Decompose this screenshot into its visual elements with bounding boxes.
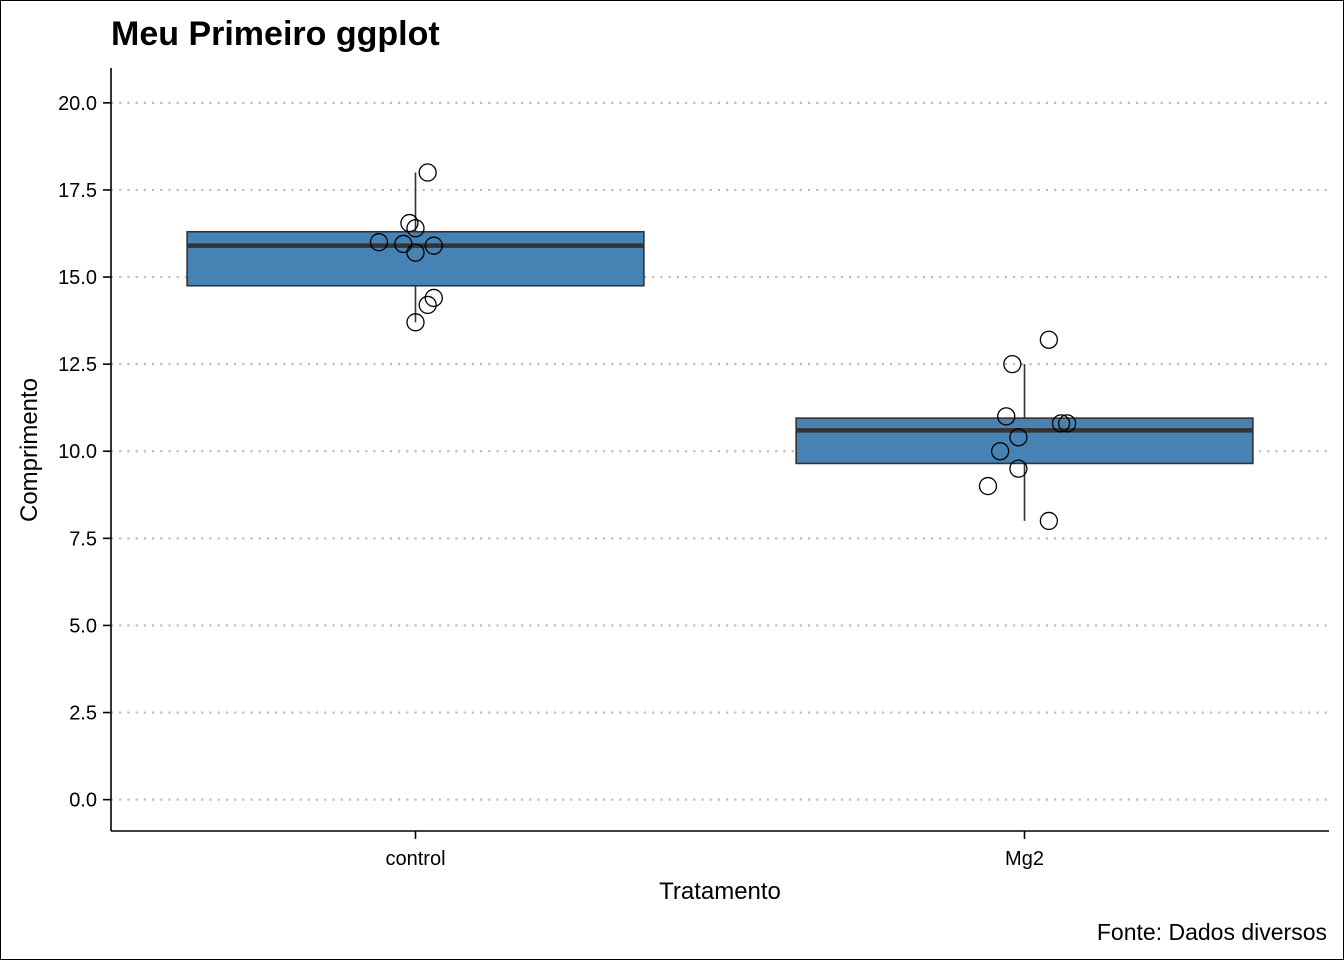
boxes bbox=[186, 172, 1254, 521]
axis-ticks: 0.0 2.5 5.0 7.5 10.0 12.5 15.0 17.5 20.0 control M… bbox=[58, 93, 1044, 870]
chart-caption: Fonte: Dados diversos bbox=[1097, 919, 1327, 945]
data-point bbox=[1003, 354, 1022, 374]
data-point bbox=[1039, 330, 1059, 349]
y-tick-label: 0.0 bbox=[69, 790, 97, 812]
y-tick-label: 7.5 bbox=[69, 528, 97, 550]
x-tick-label: control bbox=[385, 848, 445, 870]
box-control bbox=[186, 230, 645, 287]
y-tick-label: 2.5 bbox=[69, 703, 97, 725]
data-point bbox=[990, 442, 1010, 461]
axes bbox=[110, 68, 1329, 832]
data-point bbox=[1009, 428, 1028, 447]
data-point bbox=[369, 233, 389, 252]
y-tick-label: 15.0 bbox=[58, 267, 97, 289]
data-point bbox=[424, 236, 443, 255]
grid-lines bbox=[111, 101, 1329, 801]
data-point bbox=[400, 213, 419, 233]
data-point bbox=[406, 219, 425, 238]
data-point bbox=[406, 313, 425, 332]
data-point bbox=[424, 288, 443, 308]
y-tick-label: 17.5 bbox=[58, 180, 97, 202]
x-axis-title: Tratamento bbox=[659, 878, 781, 905]
chart-title: Meu Primeiro ggplot bbox=[111, 15, 440, 53]
data-point bbox=[978, 476, 998, 496]
y-tick-label: 5.0 bbox=[69, 615, 97, 637]
y-tick-label: 10.0 bbox=[58, 441, 97, 463]
data-point bbox=[997, 407, 1016, 426]
y-tick-label: 12.5 bbox=[58, 354, 97, 376]
y-axis-title: Comprimento bbox=[16, 378, 43, 522]
data-point bbox=[418, 163, 437, 182]
data-point bbox=[1009, 459, 1028, 478]
y-tick-label: 20.0 bbox=[58, 93, 97, 115]
box-Mg2 bbox=[795, 417, 1254, 465]
x-tick-label: Mg2 bbox=[1005, 848, 1044, 870]
data-point bbox=[406, 243, 425, 262]
data-point bbox=[418, 295, 437, 315]
data-point bbox=[1039, 511, 1059, 531]
data-points bbox=[369, 163, 1077, 531]
data-point bbox=[394, 234, 413, 254]
data-point bbox=[1057, 414, 1077, 433]
data-point bbox=[1051, 414, 1071, 433]
